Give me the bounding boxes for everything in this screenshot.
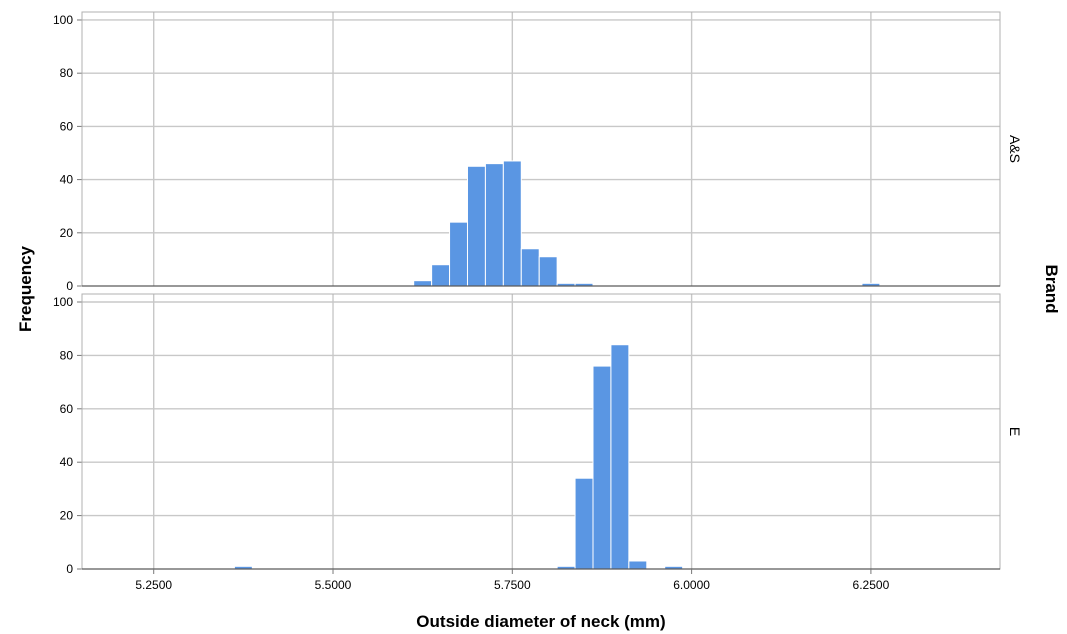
y-tick-label: 0	[66, 279, 73, 293]
histogram-bar	[538, 256, 558, 287]
x-tick-label: 5.5000	[315, 578, 352, 592]
y-tick-label: 20	[60, 509, 74, 523]
histogram-bar	[502, 160, 522, 287]
histogram-bar	[592, 365, 612, 570]
y-tick-label: 80	[60, 66, 74, 80]
y-tick-label: 20	[60, 226, 74, 240]
panel-2: 0 20 40 60 80 100 E	[53, 293, 1023, 576]
x-tick-label: 6.0000	[673, 578, 710, 592]
histogram-bar	[484, 163, 504, 287]
histogram-bar	[449, 221, 468, 287]
x-tick-label: 5.7500	[494, 578, 531, 592]
x-tick-label: 5.2500	[135, 578, 172, 592]
y-axis-title: Frequency	[16, 245, 35, 332]
y-tick-label: 60	[60, 402, 74, 416]
facet-label: E	[1007, 427, 1023, 436]
panels-layer: 0 20 40 60 80 100 A&S 0 20 40 60 80 100 E	[53, 11, 1023, 576]
y-tick-label: 0	[66, 562, 73, 576]
y-tick-label: 40	[60, 455, 74, 469]
x-tick-label: 6.2500	[853, 578, 890, 592]
facet-title: Brand	[1042, 264, 1061, 313]
histogram-bar	[466, 165, 486, 287]
histogram-bar	[628, 560, 648, 570]
panel-frame	[81, 293, 1001, 570]
histogram-bar	[431, 264, 451, 287]
x-axis-title: Outside diameter of neck (mm)	[416, 612, 665, 631]
y-tick-label: 100	[53, 13, 73, 27]
x-axis: 5.2500 5.5000 5.7500 6.0000 6.2500	[135, 569, 890, 592]
panel-1: 0 20 40 60 80 100 A&S	[53, 11, 1023, 293]
y-tick-label: 100	[53, 295, 73, 309]
histogram-bar	[610, 344, 630, 570]
panel-frame	[81, 11, 1001, 287]
histogram-bar	[574, 477, 594, 570]
y-tick-label: 80	[60, 348, 74, 362]
y-tick-label: 60	[60, 119, 74, 133]
histogram-bar	[413, 280, 433, 287]
facet-label: A&S	[1007, 135, 1023, 163]
y-tick-label: 40	[60, 173, 74, 187]
histogram-bar	[520, 248, 540, 287]
